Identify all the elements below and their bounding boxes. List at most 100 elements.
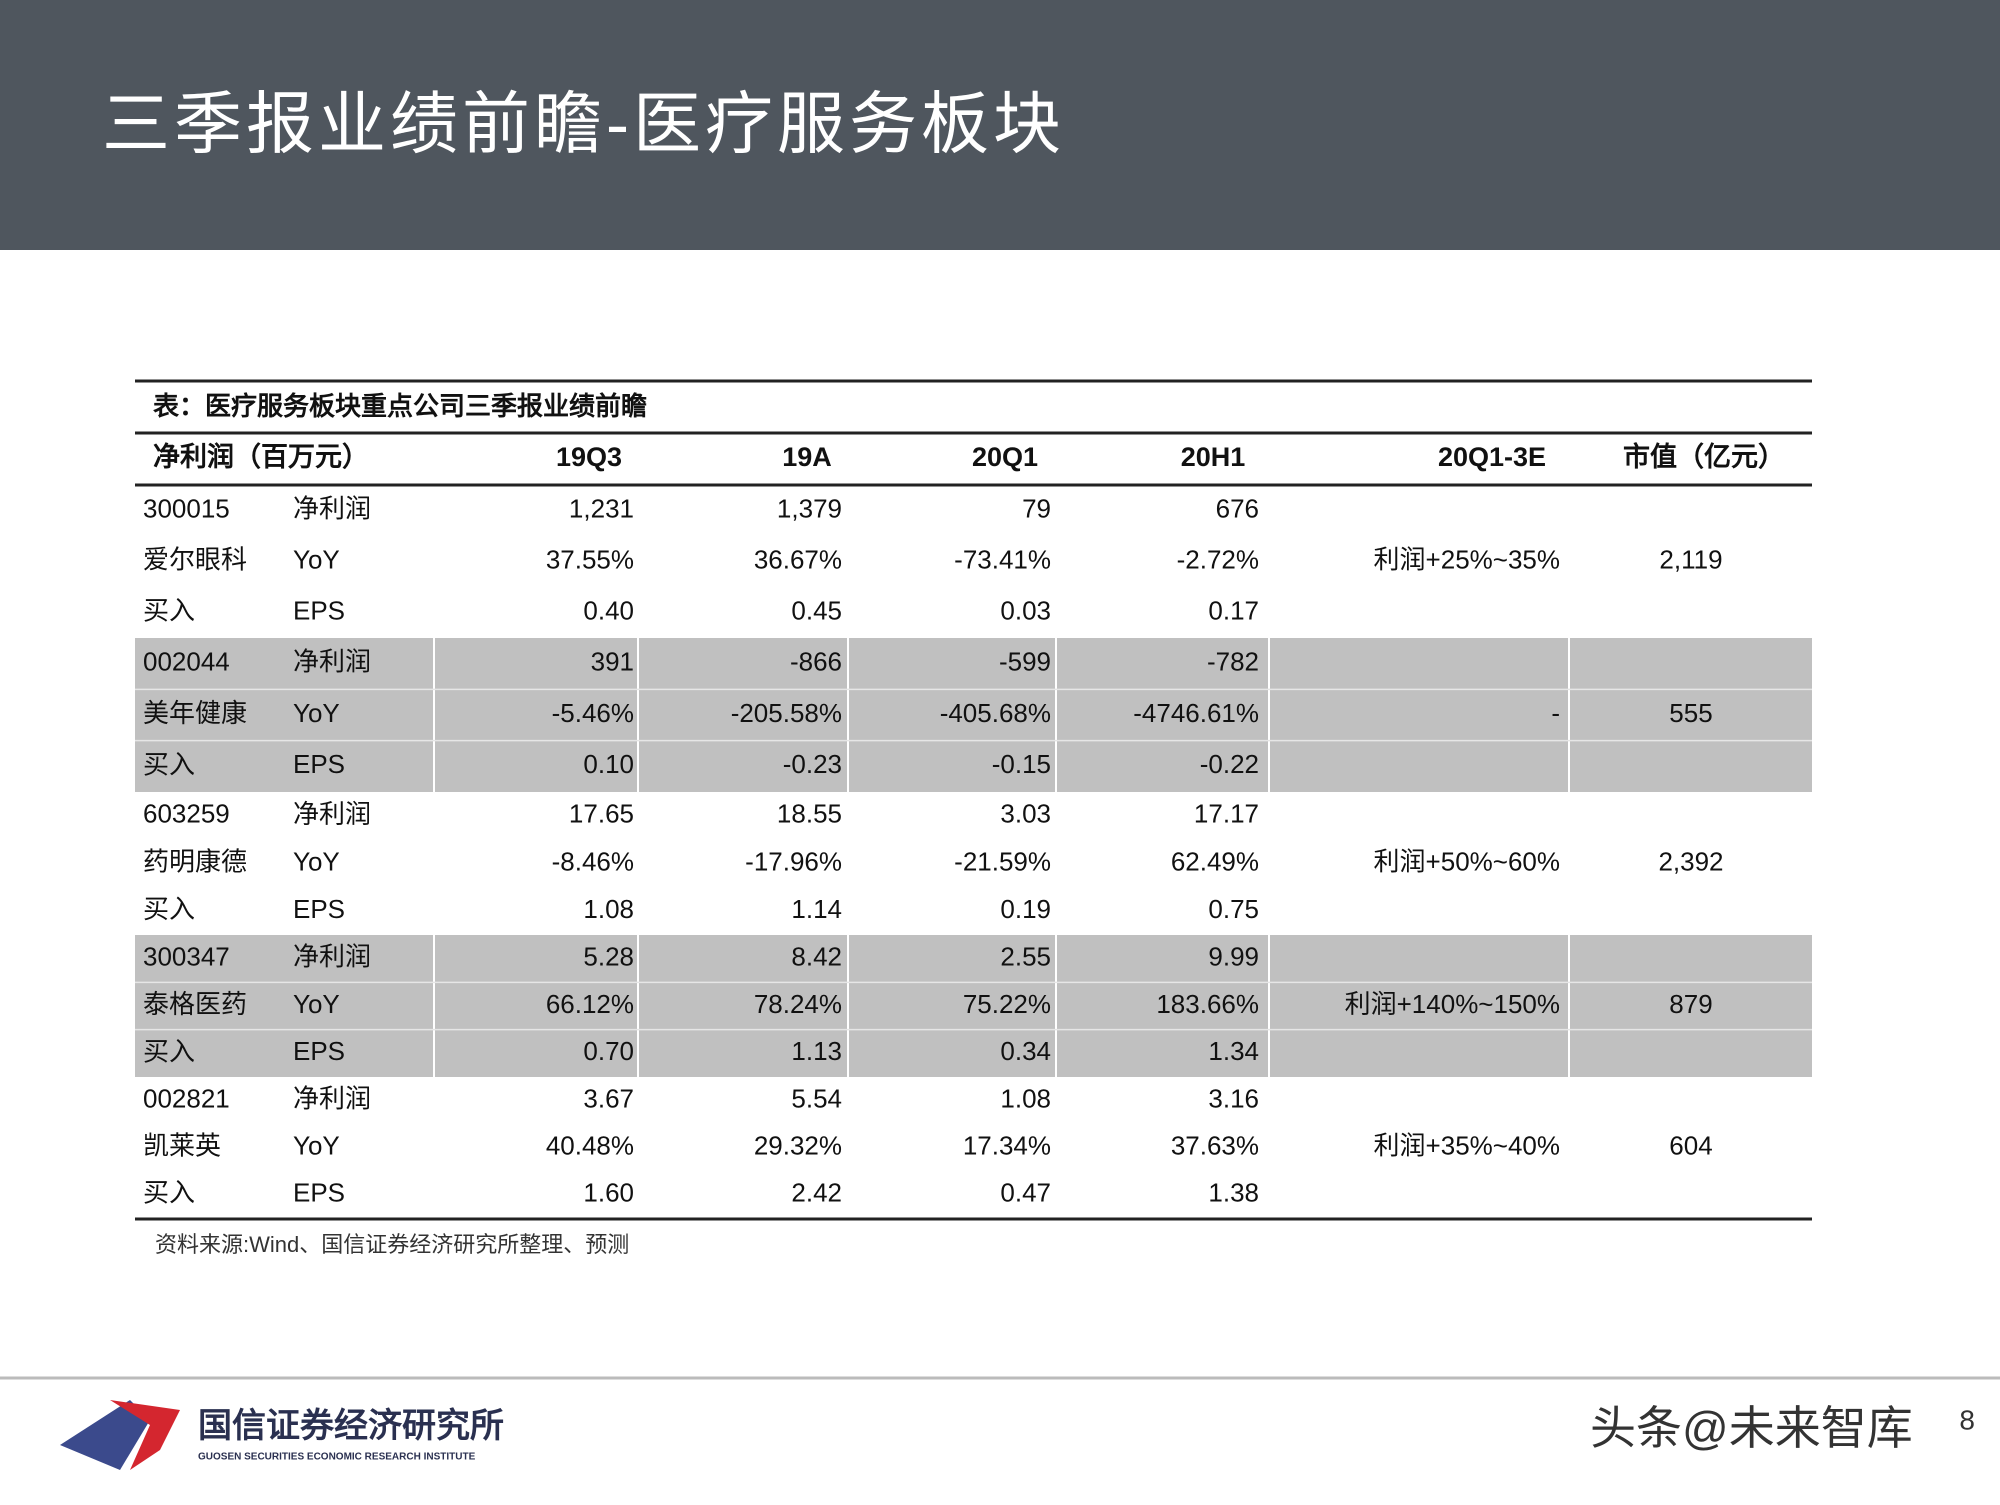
cell-value: 1.14 [791,894,842,924]
cell-value: 0.40 [583,595,634,625]
company-rating: 买入 [143,750,195,780]
row-shade [135,935,1812,1077]
logo-red [110,1400,180,1470]
row-label: 净利润 [293,943,371,973]
cell-value: -21.59% [954,846,1051,876]
logo-en: GUOSEN SECURITIES ECONOMIC RESEARCH INST… [198,1452,476,1463]
cell-value: 1.34 [1208,1036,1259,1066]
cell-value: -866 [790,647,842,677]
cell-value: -8.46% [552,846,634,876]
row-label: 净利润 [293,800,371,830]
company-name: 凯莱英 [143,1132,221,1162]
cell-value: 9.99 [1208,942,1259,972]
company-rating: 买入 [143,895,195,925]
header-band [0,0,2000,250]
forecast: 利润+140%~150% [1345,989,1560,1019]
cell-value: 3.03 [1000,799,1051,829]
company-code: 300015 [143,493,230,523]
column-header: 20H1 [1181,442,1246,472]
company-code: 300347 [143,942,230,972]
cell-value: 2.42 [791,1177,842,1207]
cell-value: 40.48% [546,1130,634,1160]
logo [60,1400,180,1470]
company-name: 泰格医药 [143,990,247,1020]
market-cap: 2,119 [1659,544,1722,574]
market-cap: 555 [1669,698,1712,728]
row-label: YoY [293,1130,340,1160]
row-label: YoY [293,698,340,728]
cell-value: 1.08 [1000,1083,1051,1113]
cell-value: 8.42 [791,942,842,972]
cell-value: 183.66% [1156,989,1259,1019]
cell-value: 0.70 [583,1036,634,1066]
cell-value: 29.32% [754,1130,842,1160]
market-cap: 879 [1669,989,1712,1019]
cell-value: 0.75 [1208,894,1259,924]
cell-value: 66.12% [546,989,634,1019]
cell-value: 0.47 [1000,1177,1051,1207]
cell-value: 0.45 [791,595,842,625]
cell-value: 5.54 [791,1083,842,1113]
company-code: 002044 [143,647,230,677]
cell-value: 1,231 [569,493,634,523]
cell-value: -73.41% [954,544,1051,574]
cell-value: 0.34 [1000,1036,1051,1066]
table-source: 资料来源:Wind、国信证券经济研究所整理、预测 [155,1232,629,1257]
company-name: 美年健康 [143,699,247,729]
column-header: 19A [782,442,832,472]
cell-value: 3.67 [583,1083,634,1113]
cell-value: 0.10 [583,749,634,779]
row-label: EPS [293,749,345,779]
cell-value: 36.67% [754,544,842,574]
column-header: 19Q3 [556,442,622,472]
cell-value: 79 [1022,493,1051,523]
cell-value: -205.58% [731,698,842,728]
cell-value: 1.38 [1208,1177,1259,1207]
column-header: 市值（亿元） [1623,441,1785,472]
row-label: 净利润 [293,495,371,525]
cell-value: 17.34% [963,1130,1051,1160]
column-header: 20Q1 [972,442,1038,472]
cell-value: -4746.61% [1133,698,1259,728]
cell-value: -5.46% [552,698,634,728]
logo-blue [60,1400,150,1470]
cell-value: -405.68% [940,698,1051,728]
company-code: 002821 [143,1083,230,1113]
page-number: 8 [1959,1404,1975,1435]
market-cap: 2,392 [1658,846,1723,876]
table-caption: 表：医疗服务板块重点公司三季报业绩前瞻 [153,391,647,422]
cell-value: -0.23 [783,749,842,779]
row-label: EPS [293,1036,345,1066]
cell-value: -0.15 [992,749,1051,779]
cell-value: -599 [999,647,1051,677]
company-rating: 买入 [143,1037,195,1067]
company-rating: 买入 [143,1179,195,1209]
cell-value: 1,379 [777,493,842,523]
cell-value: 78.24% [754,989,842,1019]
cell-value: 1.08 [583,894,634,924]
row-label: 净利润 [293,1085,371,1115]
row-shade [135,638,1812,792]
watermark: 头条@未来智库 [1590,1402,1913,1454]
cell-value: 37.63% [1171,1130,1259,1160]
row-label: EPS [293,1177,345,1207]
cell-value: 75.22% [963,989,1051,1019]
slide-title: 三季报业绩前瞻-医疗服务板块 [102,86,1065,165]
cell-value: 2.55 [1000,942,1051,972]
row-label: EPS [293,595,345,625]
logo-cn: 国信证券经济研究所 [198,1407,504,1445]
row-label: YoY [293,544,340,574]
cell-value: 391 [591,647,634,677]
cell-value: 5.28 [583,942,634,972]
row-label: EPS [293,894,345,924]
cell-value: -2.72% [1177,544,1259,574]
cell-value: 17.17 [1194,799,1259,829]
cell-value: 0.03 [1000,595,1051,625]
company-name: 爱尔眼科 [143,546,247,576]
company-name: 药明康德 [143,848,247,878]
cell-value: -0.22 [1200,749,1259,779]
forecast: 利润+25%~35% [1374,544,1560,574]
cell-value: 0.17 [1208,595,1259,625]
